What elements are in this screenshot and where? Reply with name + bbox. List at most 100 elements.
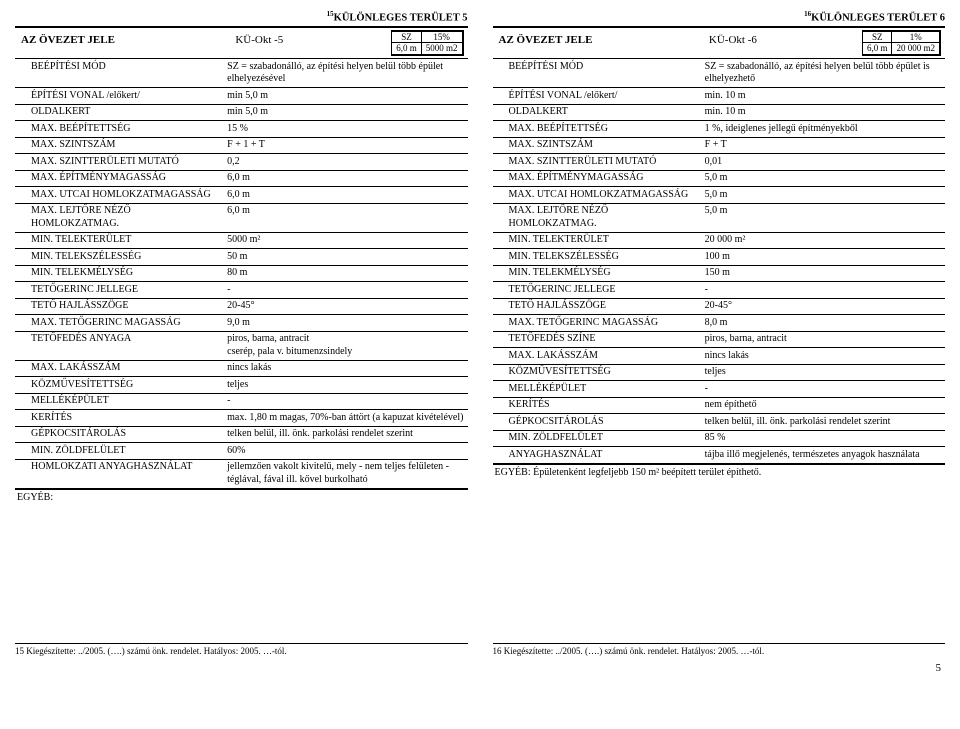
table-row: MELLÉKÉPÜLET- — [15, 393, 468, 410]
spec-value: - — [701, 282, 945, 299]
spec-label: MAX. BEÉPÍTETTSÉG — [493, 121, 701, 138]
spec-value: 5,0 m — [701, 170, 945, 187]
table-row: HOMLOKZATI ANYAGHASZNÁLATjellemzően vako… — [15, 459, 468, 489]
spec-table-left: BEÉPÍTÉSI MÓDSZ = szabadonálló, az építé… — [15, 59, 468, 490]
spec-label: MIN. TELEKSZÉLESSÉG — [15, 249, 223, 266]
spec-label: HOMLOKZATI ANYAGHASZNÁLAT — [15, 459, 223, 489]
spec-label: MAX. LAKÁSSZÁM — [493, 348, 701, 365]
spec-label: MIN. ZÖLDFELÜLET — [493, 430, 701, 447]
zone-label: AZ ÖVEZET JELE — [493, 30, 709, 46]
spec-value: 8,0 m — [701, 315, 945, 332]
spec-value: teljes — [701, 364, 945, 381]
spec-label: MIN. ZÖLDFELÜLET — [15, 443, 223, 460]
spec-value: nem építhető — [701, 397, 945, 414]
table-row: ANYAGHASZNÁLATtájba illő megjelenés, ter… — [493, 447, 946, 464]
spec-label: TETŐ HAJLÁSSZÖGE — [15, 298, 223, 315]
table-row: MIN. ZÖLDFELÜLET85 % — [493, 430, 946, 447]
spec-value: min 5,0 m — [223, 88, 467, 105]
spec-value: F + 1 + T — [223, 137, 467, 154]
spec-label: TETŐFEDÉS ANYAGA — [15, 331, 223, 360]
spec-value: telken belül, ill. önk. parkolási rendel… — [223, 426, 467, 443]
spec-value: 50 m — [223, 249, 467, 266]
spec-value: - — [223, 393, 467, 410]
spec-label: MAX. UTCAI HOMLOKZATMAGASSÁG — [493, 187, 701, 204]
spec-value: tájba illő megjelenés, természetes anyag… — [701, 447, 945, 464]
spec-label: KERÍTÉS — [493, 397, 701, 414]
spec-label: MAX. LEJTŐRE NÉZŐ HOMLOKZATMAG. — [493, 203, 701, 232]
spec-label: MAX. BEÉPÍTETTSÉG — [15, 121, 223, 138]
spec-label: OLDALKERT — [15, 104, 223, 121]
spec-value: SZ = szabadonálló, az építési helyen bel… — [223, 59, 467, 88]
spec-label: MAX. LAKÁSSZÁM — [15, 360, 223, 377]
spec-label: OLDALKERT — [493, 104, 701, 121]
table-row: MAX. BEÉPÍTETTSÉG1 %, ideiglenes jellegű… — [493, 121, 946, 138]
header-row-right: AZ ÖVEZET JELE KÜ-Okt -6 SZ 1% 6,0 m 20 … — [493, 26, 946, 60]
spec-label: GÉPKOCSITÁROLÁS — [15, 426, 223, 443]
table-row: BEÉPÍTÉSI MÓDSZ = szabadonálló, az építé… — [15, 59, 468, 88]
spec-label: KÖZMŰVESÍTETTSÉG — [15, 377, 223, 394]
spec-value: 5000 m² — [223, 232, 467, 249]
spec-value: 20-45° — [223, 298, 467, 315]
spec-value: min 5,0 m — [223, 104, 467, 121]
spec-value: 20 000 m² — [701, 232, 945, 249]
table-row: KERÍTÉSnem építhető — [493, 397, 946, 414]
spec-value: jellemzően vakolt kivitelű, mely - nem t… — [223, 459, 467, 489]
spec-label: MIN. TELEKMÉLYSÉG — [493, 265, 701, 282]
table-row: MAX. UTCAI HOMLOKZATMAGASSÁG6,0 m — [15, 187, 468, 204]
table-row: BEÉPÍTÉSI MÓDSZ = szabadonálló, az építé… — [493, 59, 946, 88]
table-row: MAX. BEÉPÍTETTSÉG15 % — [15, 121, 468, 138]
spec-label: MAX. SZINTTERÜLETI MUTATÓ — [15, 154, 223, 171]
table-row: TETŐ HAJLÁSSZÖGE20-45° — [15, 298, 468, 315]
spec-label: TETŐFEDÉS SZÍNE — [493, 331, 701, 348]
spec-value: SZ = szabadonálló, az építési helyen bel… — [701, 59, 945, 88]
spec-label: MAX. SZINTSZÁM — [493, 137, 701, 154]
spec-label: KÖZMŰVESÍTETTSÉG — [493, 364, 701, 381]
mini-cell: 6,0 m — [862, 43, 892, 55]
spec-value: min. 10 m — [701, 88, 945, 105]
page-number: 5 — [15, 662, 945, 674]
table-row: TETŐGERINC JELLEGE- — [493, 282, 946, 299]
spec-label: MAX. TETŐGERINC MAGASSÁG — [493, 315, 701, 332]
mini-cell: 5000 m2 — [421, 43, 462, 55]
footnote-ref-15: 15 — [327, 10, 334, 18]
table-row: MAX. SZINTSZÁMF + 1 + T — [15, 137, 468, 154]
spec-label: BEÉPÍTÉSI MÓD — [493, 59, 701, 88]
spec-label: MAX. TETŐGERINC MAGASSÁG — [15, 315, 223, 332]
spec-label: MAX. LEJTŐRE NÉZŐ HOMLOKZATMAG. — [15, 203, 223, 232]
spec-value: nincs lakás — [223, 360, 467, 377]
table-row: MAX. TETŐGERINC MAGASSÁG8,0 m — [493, 315, 946, 332]
spec-label: MIN. TELEKTERÜLET — [493, 232, 701, 249]
table-row: ÉPÍTÉSI VONAL /előkert/min 5,0 m — [15, 88, 468, 105]
egyeb-left: EGYÉB: — [15, 490, 468, 503]
mini-cell: 6,0 m — [392, 43, 422, 55]
table-row: MAX. LEJTŐRE NÉZŐ HOMLOKZATMAG.5,0 m — [493, 203, 946, 232]
table-row: KÖZMŰVESÍTETTSÉGteljes — [493, 364, 946, 381]
spec-value: 15 % — [223, 121, 467, 138]
spec-value: min. 10 m — [701, 104, 945, 121]
spec-value: 1 %, ideiglenes jellegű építményekből — [701, 121, 945, 138]
footnote-left: 15 Kiegészítette: ../2005. (….) számú ön… — [15, 643, 468, 656]
zone-code: KÜ-Okt -5 — [235, 30, 391, 46]
spec-value: 5,0 m — [701, 187, 945, 204]
spec-label: MELLÉKÉPÜLET — [15, 393, 223, 410]
spec-label: MIN. TELEKSZÉLESSÉG — [493, 249, 701, 266]
table-row: KERÍTÉSmax. 1,80 m magas, 70%-ban áttört… — [15, 410, 468, 427]
mini-cell: SZ — [392, 31, 422, 43]
spec-value: 100 m — [701, 249, 945, 266]
mini-cell: 1% — [892, 31, 940, 43]
spec-label: MAX. SZINTSZÁM — [15, 137, 223, 154]
spec-label: MAX. SZINTTERÜLETI MUTATÓ — [493, 154, 701, 171]
spec-value: piros, barna, antracit — [701, 331, 945, 348]
spec-value: 5,0 m — [701, 203, 945, 232]
spec-value: 6,0 m — [223, 187, 467, 204]
spec-label: KERÍTÉS — [15, 410, 223, 427]
table-row: MIN. TELEKSZÉLESSÉG100 m — [493, 249, 946, 266]
table-row: MIN. TELEKTERÜLET20 000 m² — [493, 232, 946, 249]
spec-value: - — [701, 381, 945, 398]
spec-value: 150 m — [701, 265, 945, 282]
spec-value: F + T — [701, 137, 945, 154]
footnote-right: 16 Kiegészítette: ../2005. (….) számú ön… — [493, 643, 946, 656]
spec-label: ÉPÍTÉSI VONAL /előkert/ — [15, 88, 223, 105]
table-row: OLDALKERTmin 5,0 m — [15, 104, 468, 121]
table-row: OLDALKERTmin. 10 m — [493, 104, 946, 121]
